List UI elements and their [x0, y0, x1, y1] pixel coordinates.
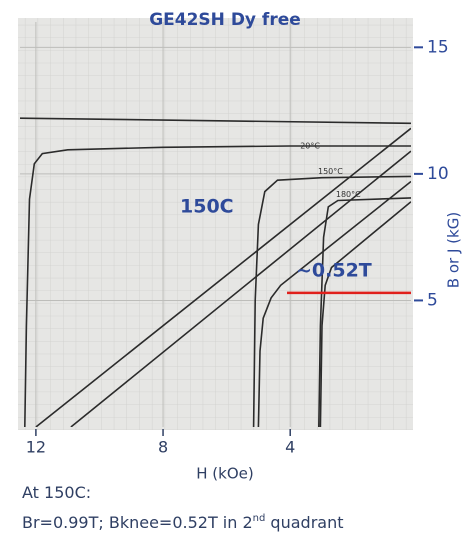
notes: At 150C: Br=0.99T; Bknee=0.52T in 2nd qu…: [22, 478, 343, 538]
note-line: At 150C:: [22, 478, 343, 508]
note-line: Br=0.99T; Bknee=0.52T in 2nd quadrant: [22, 508, 343, 538]
x-tick-label: 12: [26, 438, 46, 457]
page: 20°C150°C180°C GE42SH Dy free H (kOe) B …: [0, 0, 468, 545]
note-superscript: nd: [253, 513, 266, 524]
annotation: 150C: [180, 196, 234, 218]
y-tick-label: 5: [427, 290, 438, 310]
curve-label: 20°C: [300, 142, 320, 151]
note-text: Br=0.99T; Bknee=0.52T in 2: [22, 513, 253, 532]
y-axis-label: B or J (kG): [445, 212, 463, 288]
chart: 20°C150°C180°C GE42SH Dy free H (kOe) B …: [0, 0, 468, 545]
curve-label: 180°C: [336, 190, 361, 199]
chart-title: GE42SH Dy free: [149, 10, 301, 30]
x-tick-label: 4: [285, 438, 295, 457]
curve-label: 150°C: [318, 167, 343, 176]
x-tick-label: 8: [158, 438, 168, 457]
annotation: ~0.52T: [296, 260, 372, 282]
y-tick-label: 10: [427, 164, 449, 184]
note-text: quadrant: [265, 513, 343, 532]
plot-area: [18, 18, 413, 430]
y-tick-label: 15: [427, 37, 449, 57]
